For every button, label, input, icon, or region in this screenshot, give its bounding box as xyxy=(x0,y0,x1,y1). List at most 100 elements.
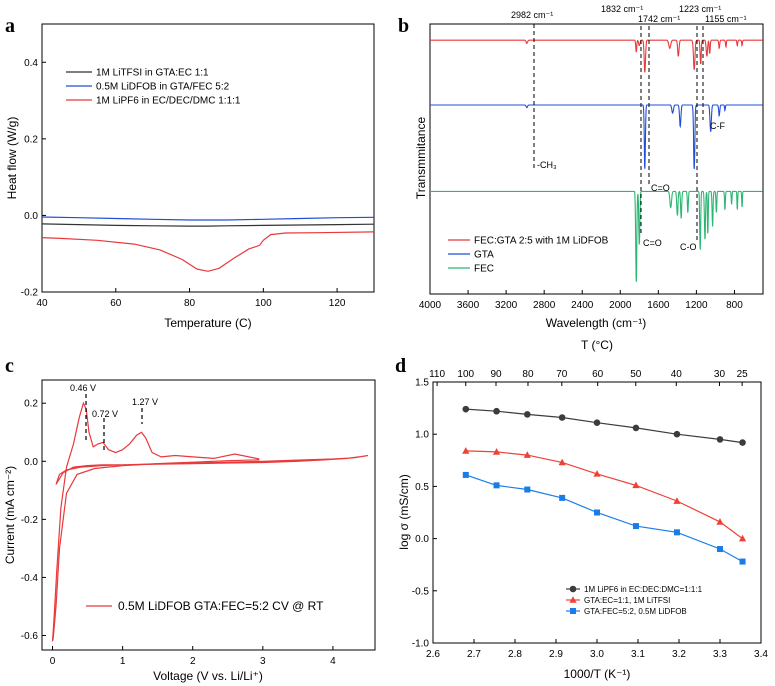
legend-c-label-0: 0.5M LiDFOB GTA:FEC=5:2 CV @ RT xyxy=(118,599,324,613)
panel-a-series-1 xyxy=(41,216,375,221)
panel-d-toptick-label: 60 xyxy=(592,369,604,380)
panel-d-ytick-label: -0.5 xyxy=(412,586,430,597)
panel-a-series-2 xyxy=(41,231,375,272)
legend-a-label-0: 1M LiTFSI in GTA:EC 1:1 xyxy=(96,68,209,79)
panel-b-xtick-label: 2000 xyxy=(609,300,632,311)
panel-d-chart: 2.6 2.7 2.8 2.9 3.0 3.1 3.2 3.3 3.4 -1.0 -0.5 0.0 0… xyxy=(397,338,768,681)
panel-d-point xyxy=(523,451,531,458)
panel-c-chart: 0 1 2 3 4 -0.6 -0.4 -0.2 0.0 0.2 0.46 V 0.72 V 1… xyxy=(3,379,376,683)
panel-d-point xyxy=(462,405,470,413)
panel-d-series-line-2 xyxy=(465,474,743,563)
peak-label-2: 1.27 V xyxy=(132,397,158,407)
panel-letter-a: a xyxy=(5,15,15,37)
panel-b-xtick-label: 2400 xyxy=(571,300,594,311)
legend-b-label-2: FEC xyxy=(474,264,494,275)
panel-d-toptick-label: 25 xyxy=(737,369,749,380)
panel-c-xlabel: Voltage (V vs. Li/Li⁺) xyxy=(153,669,263,683)
panel-c-ytick-label: -0.2 xyxy=(21,515,39,526)
panel-b-xtick-label: 4000 xyxy=(419,300,442,311)
panel-letter-b: b xyxy=(398,15,409,37)
panel-d-toptick-label: 80 xyxy=(522,369,534,380)
panel-d-point xyxy=(738,534,747,542)
panel-d-legend: 1M LiPF6 in EC:DEC:DMC=1:1:1 GTA:EC=1:1,… xyxy=(566,585,703,616)
panel-d-point xyxy=(673,430,681,438)
panel-d-xtick-label: 3.4 xyxy=(754,649,768,660)
annot-c-o: C-O xyxy=(680,242,697,252)
panel-d-point xyxy=(492,448,501,455)
panel-c-xtick-label: 2 xyxy=(190,656,196,667)
panel-d-point xyxy=(594,509,600,516)
panel-c-xtick-label: 3 xyxy=(260,656,266,667)
panel-d-point xyxy=(524,411,531,418)
panel-d-point xyxy=(524,486,531,493)
legend-a-label-2: 1M LiPF6 in EC/DEC/DMC 1:1:1 xyxy=(96,96,241,107)
panel-d-point xyxy=(739,558,746,565)
panel-c-cv-cycle xyxy=(51,401,260,642)
panel-d-point xyxy=(673,529,680,536)
panel-d-ylabel: log σ (mS/cm) xyxy=(397,474,411,549)
panel-d-toptick-label: 40 xyxy=(671,369,683,380)
panel-b-chart: 4000 3600 3200 2800 2400 2000 1600 1200 800 2982… xyxy=(414,4,764,330)
legend-b-label-0: FEC:GTA 2:5 with 1M LiDFOB xyxy=(474,236,609,247)
panel-d-point xyxy=(593,470,601,477)
panel-d-point xyxy=(716,518,724,525)
panel-b-frame xyxy=(429,23,764,295)
panel-a-xtick-label: 80 xyxy=(184,298,196,309)
panel-b-xtick-label: 2800 xyxy=(533,300,556,311)
panel-a-xlabel: Temperature (C) xyxy=(164,316,251,330)
panel-b-legend: FEC:GTA 2:5 with 1M LiDFOB GTA FEC xyxy=(448,236,609,275)
panel-c-ytick-label: -0.6 xyxy=(21,631,39,642)
panel-d-point xyxy=(632,523,639,530)
panel-d-point xyxy=(716,436,724,443)
panel-d-xlabel: 1000/T (K⁻¹) xyxy=(564,667,631,681)
panel-d-point xyxy=(593,419,601,427)
panel-a-legend: 1M LiTFSI in GTA:EC 1:1 0.5M LiDFOB in G… xyxy=(66,68,241,107)
panel-a-series-0 xyxy=(41,223,375,227)
panel-d-xtick-label: 2.7 xyxy=(467,649,481,660)
panel-b-spectrum-2 xyxy=(430,190,763,282)
panel-c-ytick-label: 0.0 xyxy=(24,457,38,468)
panel-c-xtick-label: 0 xyxy=(50,656,56,667)
panel-d-point xyxy=(493,407,500,415)
panel-d-point xyxy=(558,414,566,421)
panel-d-point xyxy=(739,439,746,446)
legend-d-label-0: 1M LiPF6 in EC:DEC:DMC=1:1:1 xyxy=(584,585,703,594)
panel-d-point xyxy=(559,494,566,501)
panel-d-point xyxy=(632,481,640,489)
panel-b-spectrum-1 xyxy=(430,104,763,170)
annot-1832: 1832 cm⁻¹ xyxy=(601,4,643,14)
panel-d-ytick-label: 1.0 xyxy=(415,430,429,441)
panel-a-xtick-label: 60 xyxy=(110,298,122,309)
panel-letter-c: c xyxy=(5,355,14,377)
panel-d-toptick-label: 50 xyxy=(630,369,642,380)
panel-d-point xyxy=(632,424,640,432)
annot-1742: 1742 cm⁻¹ xyxy=(638,14,680,24)
panel-d-ytick-label: 1.5 xyxy=(415,378,429,389)
panel-b-ylabel: Transmmitance xyxy=(414,117,428,200)
panel-b-xtick-label: 1600 xyxy=(647,300,670,311)
panel-b-xtick-label: 3200 xyxy=(495,300,518,311)
legend-d-marker xyxy=(569,596,577,603)
panel-d-xtick-label: 2.9 xyxy=(549,649,563,660)
panel-c-ytick-label: 0.2 xyxy=(24,399,38,410)
panel-c-cv-extended xyxy=(55,454,369,485)
panel-d-point xyxy=(558,458,566,466)
panel-d-point xyxy=(462,447,470,454)
panel-d-ytick-label: -1.0 xyxy=(412,639,430,650)
panel-b-xtick-label: 1200 xyxy=(685,300,708,311)
panel-d-toptick-label: 110 xyxy=(429,369,445,380)
annot-ch3: -CH₃ xyxy=(537,160,557,170)
legend-d-label-2: GTA:FEC=5:2, 0.5M LiDFOB xyxy=(584,607,687,616)
panel-c-ytick-label: -0.4 xyxy=(21,573,39,584)
panel-d-xtick-label: 3.0 xyxy=(590,649,604,660)
panel-c-frame xyxy=(41,379,376,651)
annot-co-1832: C=O xyxy=(643,238,662,248)
annot-co-1742: C=O xyxy=(651,183,670,193)
panel-b-xtick-label: 800 xyxy=(726,300,743,311)
panel-d-toptick-label: 90 xyxy=(490,369,502,380)
panel-a-ylabel: Heat flow (W/g) xyxy=(5,117,19,200)
panel-c-xtick-label: 1 xyxy=(120,656,126,667)
panel-d-xtick-label: 3.2 xyxy=(672,649,686,660)
panel-d-point xyxy=(462,471,469,478)
